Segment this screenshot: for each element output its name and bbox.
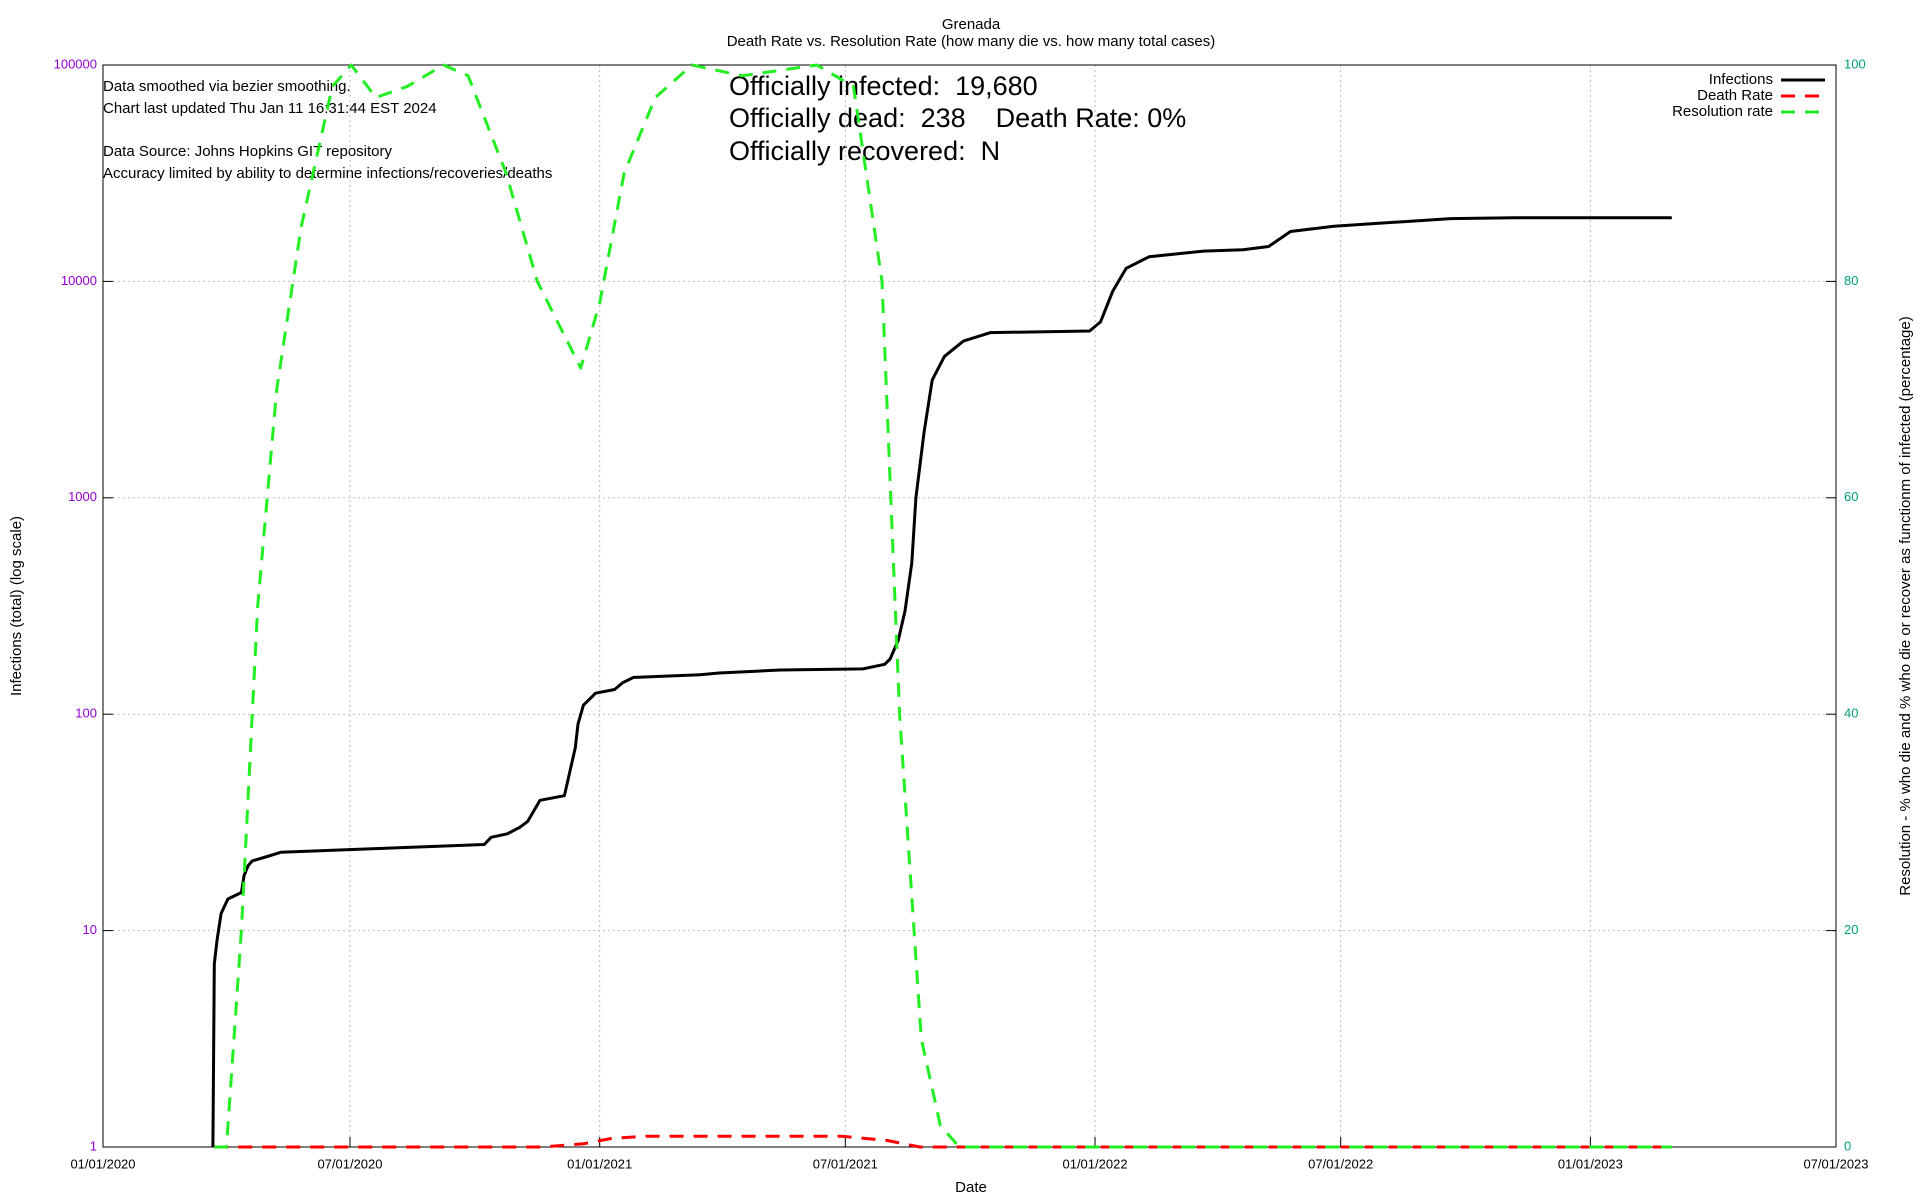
y2-tick-label: 40: [1844, 706, 1858, 721]
y-tick-label: 100000: [54, 56, 97, 71]
x-tick-label: 07/01/2023: [1803, 1156, 1868, 1171]
chart-title: Grenada: [942, 16, 1001, 33]
x-tick-label: 01/01/2020: [70, 1156, 135, 1171]
legend-label: Resolution rate: [1672, 103, 1773, 120]
annotation: Data Source: Johns Hopkins GIT repositor…: [103, 143, 393, 160]
y-axis-label: Infections (total) (log scale): [8, 516, 25, 696]
y-tick-label: 10000: [61, 273, 97, 288]
y-tick-label: 100: [75, 706, 97, 721]
annotation: Accuracy limited by ability to determine…: [103, 165, 552, 182]
y-tick-label: 1000: [68, 489, 97, 504]
series-line: [211, 216, 1672, 1148]
x-tick-label: 07/01/2022: [1308, 1156, 1373, 1171]
annotation: Chart last updated Thu Jan 11 16:31:44 E…: [103, 100, 437, 117]
x-tick-label: 01/01/2022: [1062, 1156, 1127, 1171]
chart-subtitle: Death Rate vs. Resolution Rate (how many…: [727, 33, 1216, 50]
series-line: [214, 63, 1672, 1149]
y2-axis-label: Resolution - % who die and % who die or …: [1897, 316, 1914, 895]
y2-tick-label: 80: [1844, 273, 1858, 288]
x-tick-label: 07/01/2021: [813, 1156, 878, 1171]
x-axis-label: Date: [955, 1179, 987, 1196]
y-tick-label: 10: [83, 922, 97, 937]
stat: Officially dead: 238 Death Rate: 0%: [729, 103, 1186, 133]
x-tick-label: 01/01/2023: [1558, 1156, 1623, 1171]
legend-label: Death Rate: [1697, 87, 1773, 104]
stat: Officially infected: 19,680: [729, 71, 1038, 101]
plot-frame: [102, 64, 1837, 1148]
x-tick-label: 01/01/2021: [567, 1156, 632, 1171]
y-tick-label: 1: [90, 1138, 97, 1153]
x-tick-label: 07/01/2020: [317, 1156, 382, 1171]
y2-tick-label: 60: [1844, 489, 1858, 504]
annotation: Data smoothed via bezier smoothing.: [103, 78, 351, 95]
y2-tick-label: 0: [1844, 1138, 1851, 1153]
y2-tick-label: 20: [1844, 922, 1858, 937]
y2-tick-label: 100: [1844, 56, 1866, 71]
series-line: [214, 1134, 1672, 1149]
legend-label: Infections: [1709, 71, 1773, 88]
